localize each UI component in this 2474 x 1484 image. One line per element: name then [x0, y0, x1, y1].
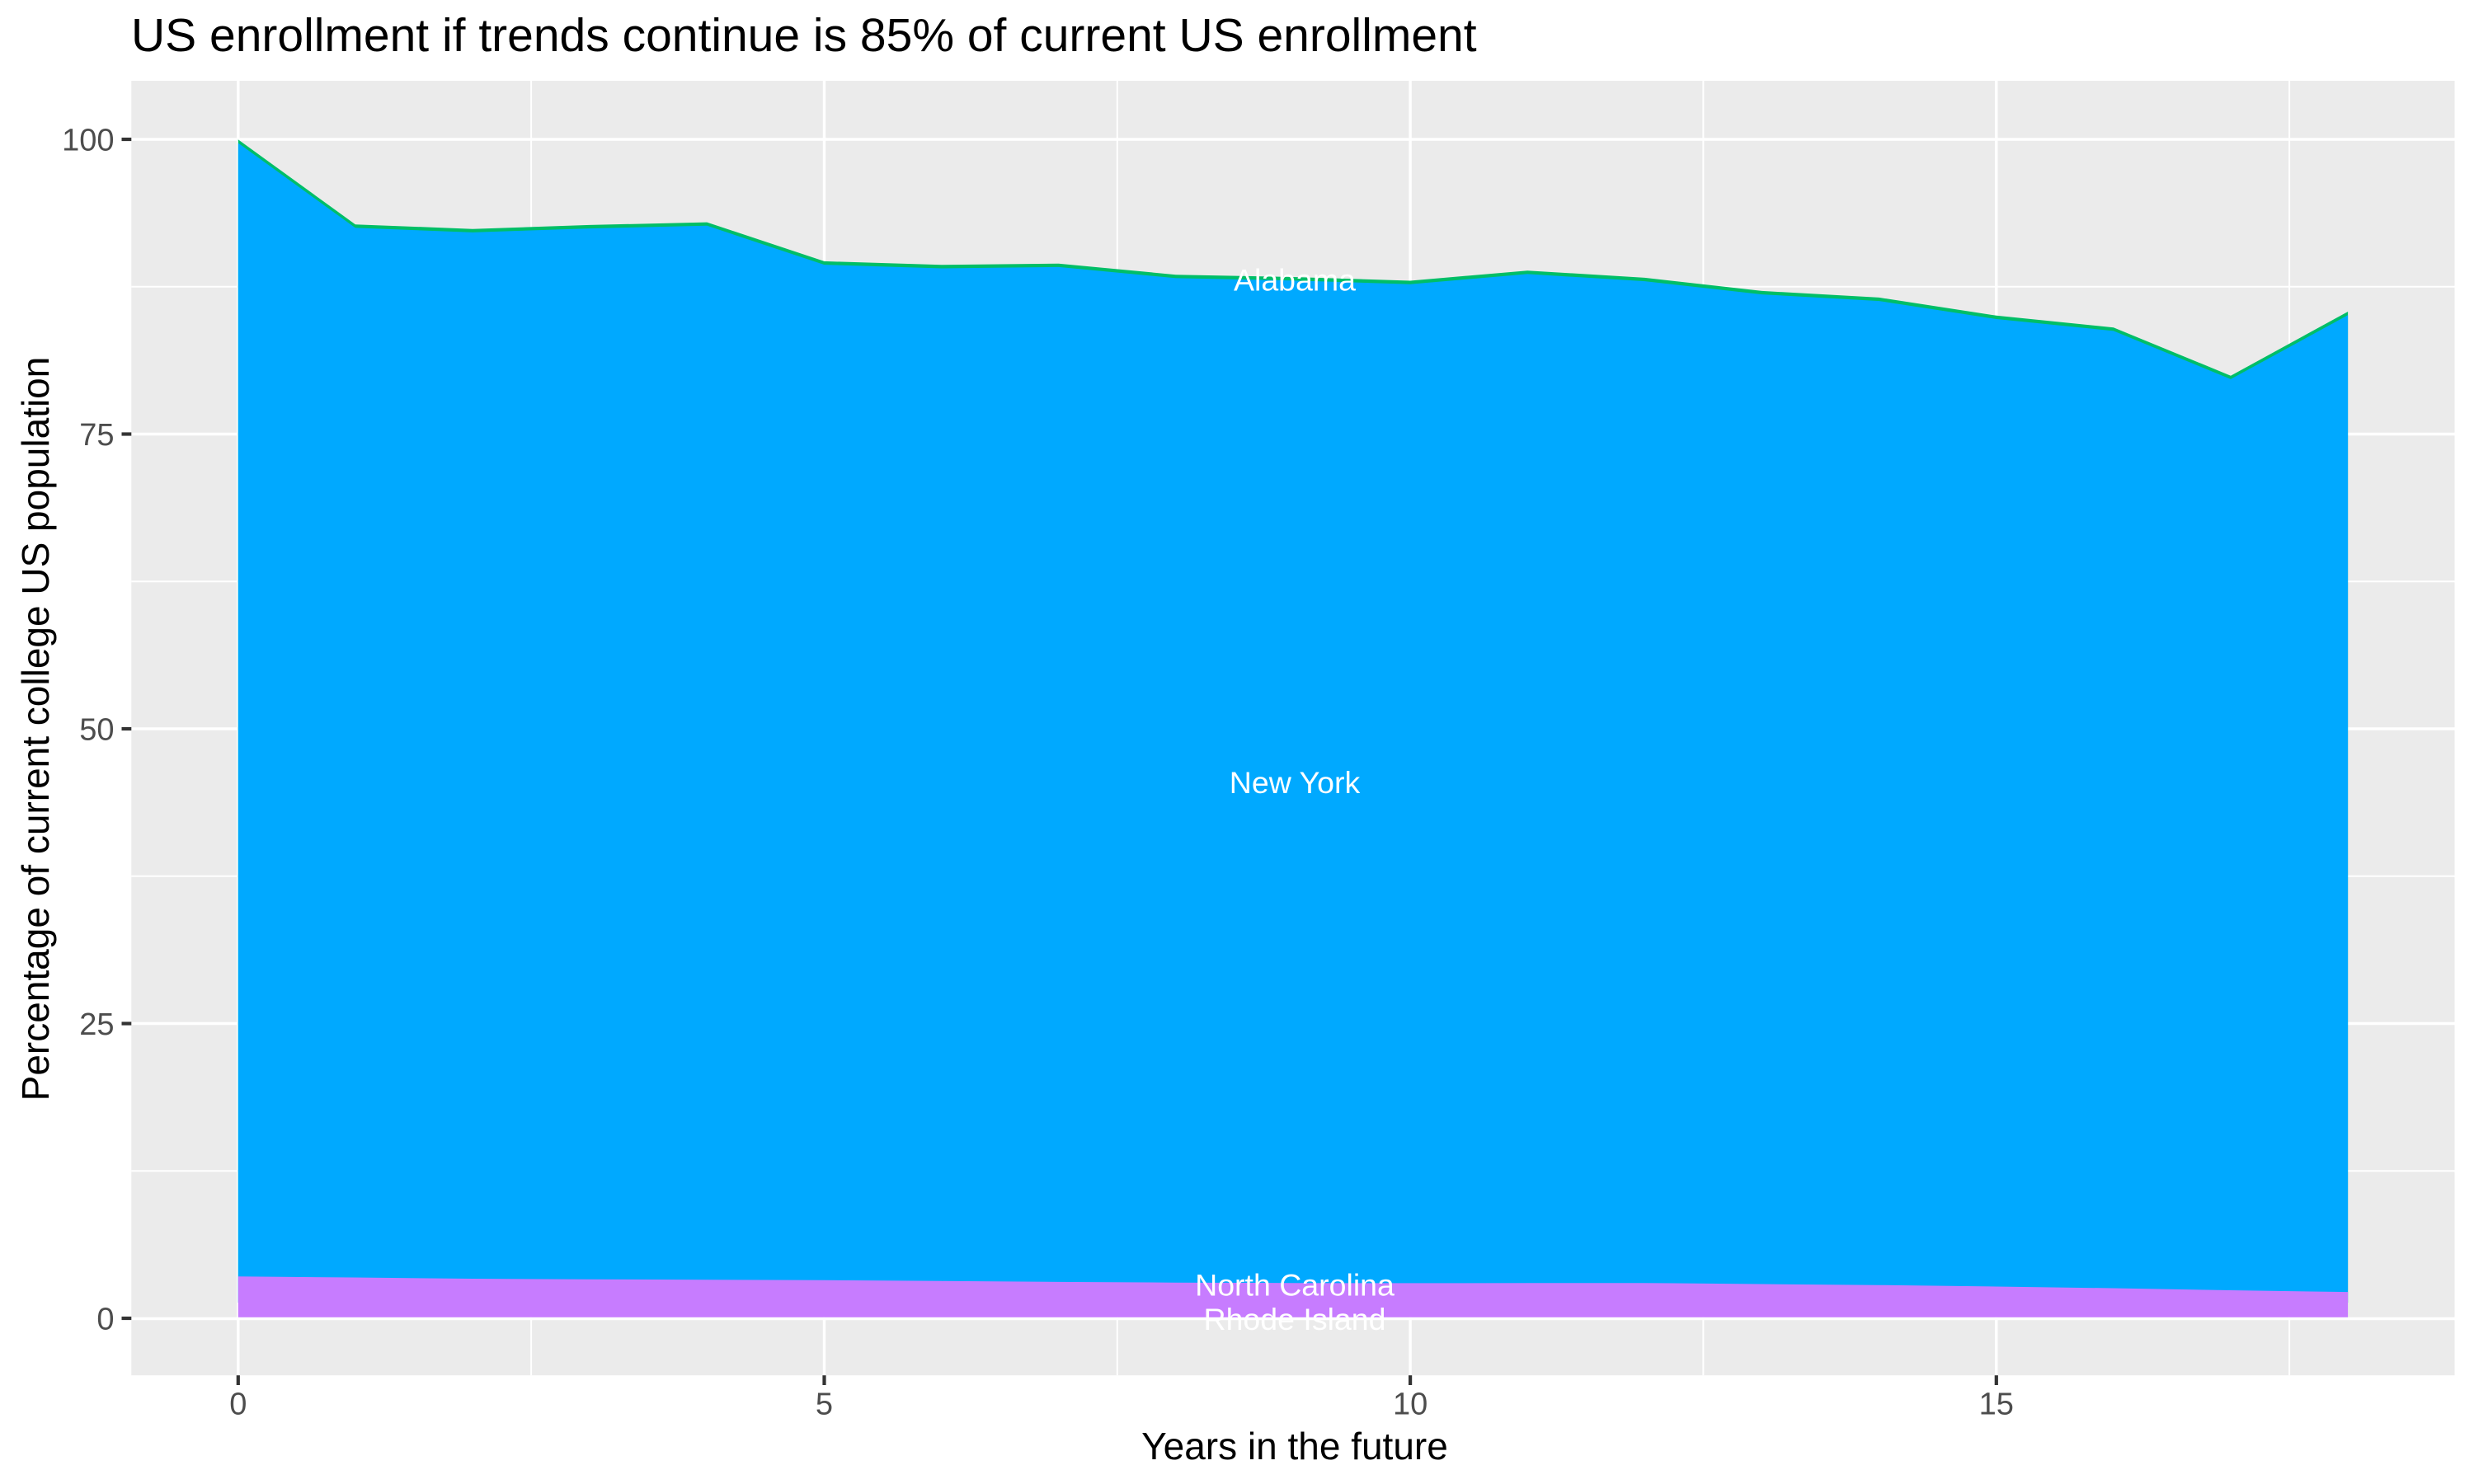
svg-text:0: 0: [229, 1388, 247, 1422]
svg-text:North Carolina: North Carolina: [1195, 1268, 1395, 1303]
svg-text:75: 75: [79, 418, 114, 453]
svg-text:10: 10: [1393, 1388, 1427, 1422]
svg-text:0: 0: [96, 1303, 114, 1337]
svg-text:25: 25: [79, 1007, 114, 1042]
svg-text:Rhode Island: Rhode Island: [1204, 1302, 1386, 1336]
svg-text:5: 5: [816, 1388, 833, 1422]
svg-text:Years in the future: Years in the future: [1141, 1425, 1448, 1468]
svg-text:15: 15: [1979, 1388, 2014, 1422]
svg-text:New York: New York: [1230, 765, 1361, 800]
svg-text:Percentage of current college: Percentage of current college US populat…: [14, 357, 57, 1101]
svg-text:US enrollment if trends contin: US enrollment if trends continue is 85% …: [131, 9, 1477, 62]
svg-text:Alabama: Alabama: [1234, 263, 1356, 298]
svg-text:50: 50: [79, 713, 114, 748]
svg-text:100: 100: [62, 124, 114, 158]
